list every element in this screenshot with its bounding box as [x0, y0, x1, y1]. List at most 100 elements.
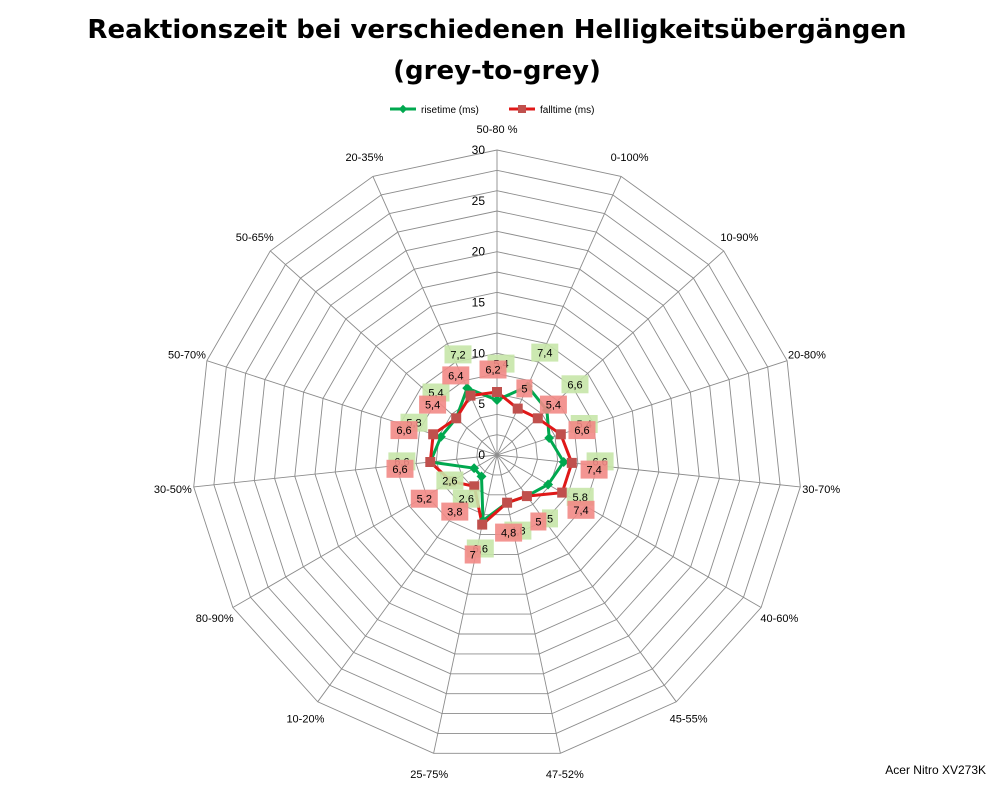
- falltime-point: [465, 390, 476, 401]
- falltime-data-label: 5,2: [410, 489, 438, 508]
- data-label-text: 5,4: [425, 400, 440, 412]
- category-label: 10-20%: [286, 714, 324, 726]
- risetime-point: [492, 395, 502, 406]
- falltime-point: [451, 413, 462, 424]
- risetime-point: [469, 463, 480, 474]
- category-label: 50-65%: [236, 232, 274, 244]
- falltime-data-label: 6,2: [479, 360, 507, 379]
- category-label: 20-80%: [788, 349, 826, 361]
- risetime-data-label: 7,2: [444, 345, 472, 364]
- falltime-data-label: 6,6: [390, 421, 418, 440]
- risetime-point: [462, 383, 473, 394]
- tick-label: 0: [478, 448, 485, 462]
- data-label-bg: [568, 421, 596, 440]
- category-label: 0-100%: [611, 152, 649, 164]
- falltime-data-label: 6,4: [442, 366, 470, 385]
- category-label: 30-70%: [802, 484, 840, 496]
- series-markers: [425, 381, 577, 530]
- falltime-data-label: 6,6: [386, 459, 414, 478]
- falltime-data-label: 5: [516, 379, 533, 398]
- data-label-bg: [410, 489, 438, 508]
- data-label-text: 7,4: [573, 505, 588, 517]
- falltime-point: [502, 497, 513, 508]
- grid-ring: [334, 291, 660, 615]
- chart-title: Reaktionszeit bei verschiedenen Helligke…: [87, 15, 906, 45]
- legend-marker-falltime: [518, 105, 526, 113]
- falltime-data-label: 5: [530, 512, 547, 531]
- category-label: 50-70%: [168, 349, 206, 361]
- risetime-data-label: 7,4: [531, 343, 559, 362]
- data-label-bg: [419, 395, 447, 414]
- data-label-text: 7,2: [450, 349, 465, 361]
- grid-ring: [395, 352, 599, 555]
- data-label-text: 5,4: [546, 400, 561, 412]
- falltime-data-label: 7,4: [580, 460, 608, 479]
- category-label: 10-90%: [720, 232, 758, 244]
- data-label-bg: [390, 421, 418, 440]
- data-label-text: 5: [521, 383, 527, 395]
- category-label: 20-35%: [345, 152, 383, 164]
- radar-grid: [193, 149, 801, 754]
- falltime-data-label: 6,6: [568, 421, 596, 440]
- data-label-text: 5: [535, 517, 541, 529]
- data-label-text: 6,6: [396, 425, 411, 437]
- data-label-bg: [441, 502, 469, 521]
- category-label: 47-52%: [546, 769, 584, 781]
- grid-spoke: [496, 250, 725, 456]
- falltime-data-label: 5,4: [419, 395, 447, 414]
- tick-label: 30: [472, 143, 486, 157]
- data-label-bg: [580, 460, 608, 479]
- category-label: 30-50%: [154, 484, 192, 496]
- falltime-point: [477, 519, 488, 530]
- data-label-bg: [539, 395, 567, 414]
- risetime-data-label: 6,6: [561, 375, 589, 394]
- grid-ring: [213, 169, 781, 734]
- data-label-text: 6,6: [567, 379, 582, 391]
- data-label-bg: [516, 379, 533, 398]
- falltime-data-label: 4,8: [495, 523, 523, 542]
- falltime-point: [566, 457, 577, 468]
- tick-labels: 0 5 10 15 20 25 30: [472, 143, 486, 462]
- data-label-bg: [561, 375, 589, 394]
- category-label: 45-55%: [670, 714, 708, 726]
- tick-label: 5: [478, 397, 485, 411]
- risetime-point: [558, 457, 569, 467]
- grid-ring: [314, 271, 680, 635]
- legend-label-falltime: falltime (ms): [540, 105, 594, 116]
- category-label: 50-80 %: [477, 124, 518, 136]
- data-label-bg: [436, 471, 464, 490]
- data-label-text: 3,8: [447, 507, 462, 519]
- data-label-bg: [531, 343, 559, 362]
- tick-label: 25: [472, 194, 486, 208]
- risetime-point: [544, 433, 555, 443]
- falltime-point: [557, 487, 568, 498]
- grid-ring: [253, 210, 741, 695]
- legend-label-risetime: risetime (ms): [421, 105, 479, 116]
- category-label: 25-75%: [410, 769, 448, 781]
- series-lines: [428, 384, 574, 527]
- data-label-bg: [444, 345, 472, 364]
- data-labels: 5,47,46,65,46,65,854,86,62,62,66,65,85,4…: [386, 343, 614, 564]
- risetime-point: [476, 471, 487, 482]
- data-label-bg: [386, 459, 414, 478]
- grid-spoke: [193, 454, 498, 488]
- category-label: 80-90%: [196, 613, 234, 625]
- data-label-text: 6,4: [448, 370, 463, 382]
- falltime-point: [512, 403, 523, 414]
- legend-item-falltime: falltime (ms): [509, 105, 594, 116]
- data-label-text: 6,6: [574, 425, 589, 437]
- data-label-bg: [567, 500, 595, 519]
- falltime-data-label: 5,4: [539, 395, 567, 414]
- data-label-text: 5: [547, 513, 553, 525]
- grid-spoke: [372, 176, 498, 456]
- legend: risetime (ms) falltime (ms): [390, 104, 594, 116]
- data-label-bg: [530, 512, 547, 531]
- data-label-text: 5,2: [417, 494, 432, 506]
- tick-label: 10: [472, 346, 486, 360]
- data-label-text: 7,4: [537, 348, 552, 360]
- grid-ring: [233, 190, 761, 715]
- data-label-text: 6,2: [485, 365, 500, 377]
- risetime-point: [543, 479, 554, 490]
- category-label: 40-60%: [760, 613, 798, 625]
